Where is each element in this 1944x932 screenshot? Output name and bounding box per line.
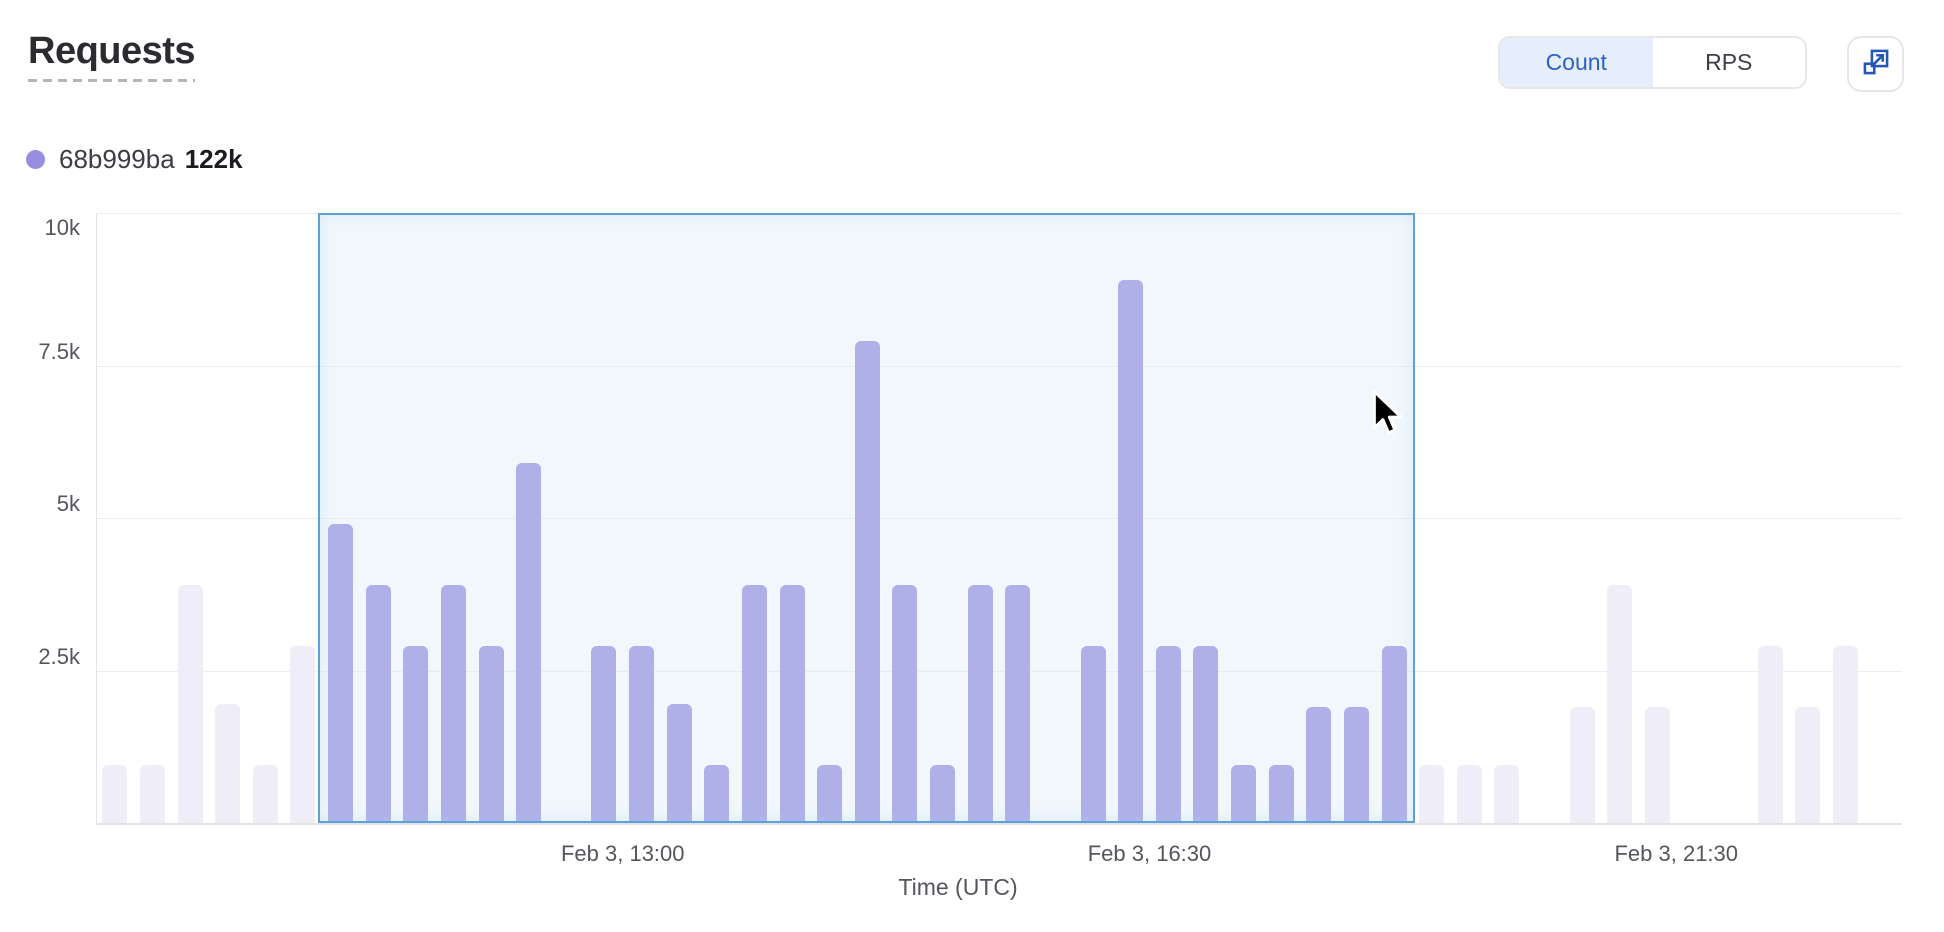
legend-item[interactable]: 68b999ba 122k [26,144,243,175]
bar[interactable] [440,585,466,823]
bar[interactable] [1343,707,1369,823]
toggle-rps[interactable]: RPS [1653,38,1806,87]
bar[interactable] [403,646,429,823]
series-dot-icon [26,150,45,169]
bar[interactable] [1644,707,1670,823]
expand-icon [1862,48,1890,81]
toggle-rps-label: RPS [1705,49,1753,75]
x-axis-line [96,823,1902,825]
x-axis-tick-label: Feb 3, 13:00 [560,841,685,866]
bar[interactable] [478,646,504,823]
bar[interactable] [328,524,354,823]
bar[interactable] [666,704,692,823]
bar[interactable] [1268,765,1294,823]
bar[interactable] [892,585,918,823]
bar[interactable] [591,646,617,823]
bar[interactable] [1193,646,1219,823]
expand-chart-button[interactable] [1847,36,1904,92]
bar[interactable] [1607,585,1633,823]
bar[interactable] [967,585,993,823]
gridline [96,365,1902,367]
y-axis-line [96,213,97,823]
bar[interactable] [177,585,203,823]
bar[interactable] [1419,765,1445,823]
bar[interactable] [365,585,391,823]
bar[interactable] [930,765,956,823]
bar[interactable] [1795,707,1821,823]
x-axis-tick-label: Feb 3, 16:30 [1087,841,1212,866]
toggle-count[interactable]: Count [1500,38,1653,87]
bar[interactable] [252,765,278,823]
bar[interactable] [215,704,241,823]
bar[interactable] [139,765,165,823]
bar[interactable] [1456,765,1482,823]
y-axis-tick-label: 7.5k [38,338,80,364]
bar[interactable] [1231,765,1257,823]
bar[interactable] [1569,707,1595,823]
bar[interactable] [1494,765,1520,823]
bar[interactable] [817,765,843,823]
bar[interactable] [516,463,542,823]
bar[interactable] [1005,585,1031,823]
bar[interactable] [629,646,655,823]
bar[interactable] [102,765,128,823]
bar[interactable] [1080,646,1106,823]
y-axis-tick-label: 2.5k [38,643,80,669]
bar[interactable] [854,341,880,823]
x-axis-title: Time (UTC) [898,874,1018,900]
bar[interactable] [1118,280,1144,823]
x-axis-tick-label: Feb 3, 21:30 [1614,841,1739,866]
toggle-count-label: Count [1545,49,1607,75]
bar[interactable] [779,585,805,823]
bar[interactable] [1306,707,1332,823]
page-title: Requests [28,30,196,82]
y-axis-tick-label: 5k [56,491,80,516]
bar[interactable] [1833,646,1859,823]
gridline [96,670,1902,672]
bar[interactable] [1381,646,1407,823]
count-rps-toggle: Count RPS [1498,36,1807,89]
bar[interactable] [1155,646,1181,823]
series-name: 68b999ba [59,144,175,174]
bar[interactable] [704,765,730,823]
zoom-selection-overlay[interactable] [317,213,1415,823]
series-total: 122k [184,144,243,174]
gridline [96,518,1902,519]
bar[interactable] [290,646,316,823]
y-axis-tick-label: 10k [44,215,80,240]
bar[interactable] [741,585,767,823]
bar[interactable] [1757,646,1783,823]
